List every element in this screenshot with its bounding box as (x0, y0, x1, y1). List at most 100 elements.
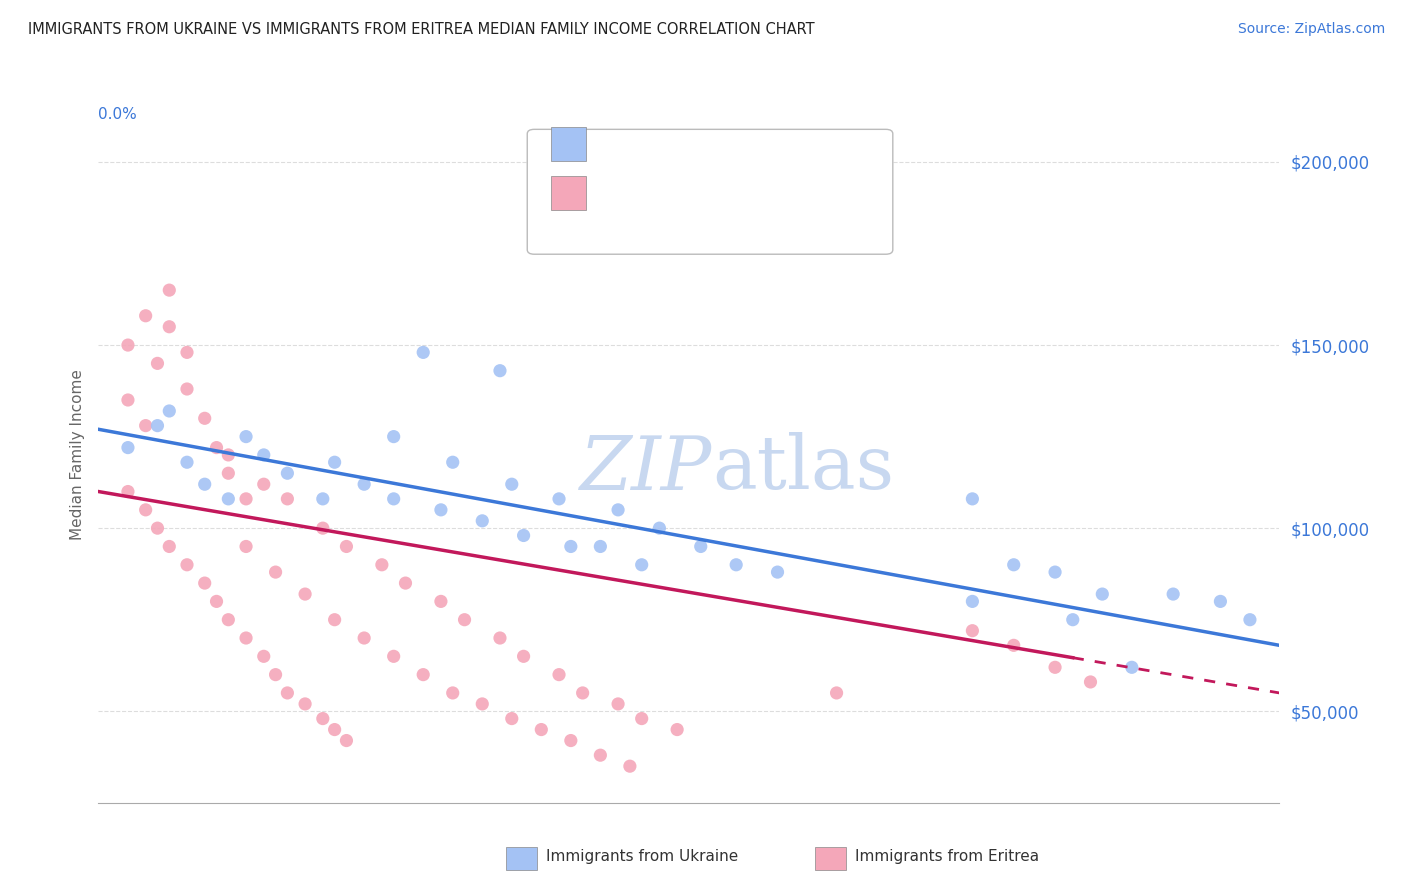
Point (630, 558, 652, 572)
Point (512, 649, 534, 664)
Point (135, 503, 157, 517)
Text: Immigrants from Eritrea: Immigrants from Eritrea (855, 849, 1039, 863)
Point (648, 521, 671, 535)
Point (394, 576, 416, 591)
Point (353, 477, 375, 491)
Point (501, 477, 523, 491)
Point (453, 613, 475, 627)
Point (489, 364, 512, 378)
Point (146, 418, 169, 433)
Point (412, 345, 434, 359)
Point (619, 759, 641, 773)
Point (157, 540, 180, 554)
Point (312, 521, 335, 535)
Point (1209, 594, 1232, 608)
Point (205, 441, 228, 455)
Text: ZIP: ZIP (581, 433, 713, 505)
Text: Source: ZipAtlas.com: Source: ZipAtlas.com (1237, 22, 1385, 37)
Point (571, 686, 593, 700)
Point (962, 624, 984, 638)
Point (176, 455, 198, 469)
Point (235, 631, 257, 645)
Point (471, 697, 494, 711)
Point (117, 441, 139, 455)
Point (512, 528, 534, 542)
Point (176, 382, 198, 396)
Point (135, 418, 157, 433)
Point (1121, 660, 1143, 674)
Point (725, 558, 748, 572)
Point (530, 723, 553, 737)
Point (146, 521, 169, 535)
Point (253, 477, 276, 491)
Point (607, 503, 630, 517)
Text: R = -0.228   N = 65: R = -0.228 N = 65 (598, 184, 783, 202)
Point (1002, 558, 1025, 572)
Point (194, 411, 217, 425)
Point (1080, 675, 1102, 690)
Point (501, 712, 523, 726)
Point (382, 429, 405, 443)
Text: 0.0%: 0.0% (98, 107, 138, 122)
Point (323, 613, 346, 627)
Point (471, 514, 494, 528)
Point (194, 576, 217, 591)
Point (825, 686, 848, 700)
Text: atlas: atlas (713, 433, 894, 506)
Point (135, 309, 157, 323)
Point (1239, 613, 1261, 627)
Point (264, 667, 287, 681)
Point (560, 733, 582, 747)
Point (607, 697, 630, 711)
Point (560, 540, 582, 554)
Point (689, 540, 711, 554)
Point (117, 338, 139, 352)
Point (194, 477, 217, 491)
Point (117, 484, 139, 499)
Point (217, 613, 239, 627)
Point (217, 448, 239, 462)
Point (253, 448, 276, 462)
Point (335, 540, 357, 554)
Point (1002, 638, 1025, 652)
Point (589, 540, 612, 554)
Point (353, 631, 375, 645)
Point (589, 748, 612, 763)
Text: Immigrants from Ukraine: Immigrants from Ukraine (546, 849, 738, 863)
Point (666, 723, 689, 737)
Point (548, 667, 571, 681)
Point (630, 712, 652, 726)
Point (235, 540, 257, 554)
Point (382, 649, 405, 664)
Point (548, 491, 571, 506)
Point (335, 733, 357, 747)
Point (157, 283, 180, 297)
Point (176, 345, 198, 359)
Point (176, 558, 198, 572)
Point (264, 565, 287, 579)
Point (253, 649, 276, 664)
Point (962, 491, 984, 506)
Point (430, 594, 453, 608)
Point (323, 455, 346, 469)
Point (1043, 565, 1066, 579)
Point (276, 491, 298, 506)
Point (430, 503, 453, 517)
Point (146, 356, 169, 370)
Point (371, 558, 394, 572)
Point (276, 686, 298, 700)
Point (217, 491, 239, 506)
Point (1062, 613, 1084, 627)
Text: R = -0.568   N = 40: R = -0.568 N = 40 (598, 135, 783, 153)
Point (312, 712, 335, 726)
Y-axis label: Median Family Income: Median Family Income (69, 369, 84, 541)
Point (294, 697, 316, 711)
Point (766, 565, 789, 579)
Point (962, 594, 984, 608)
Point (1091, 587, 1114, 601)
Point (489, 631, 512, 645)
Point (157, 319, 180, 334)
Point (205, 594, 228, 608)
Point (1161, 587, 1184, 601)
Point (441, 455, 464, 469)
